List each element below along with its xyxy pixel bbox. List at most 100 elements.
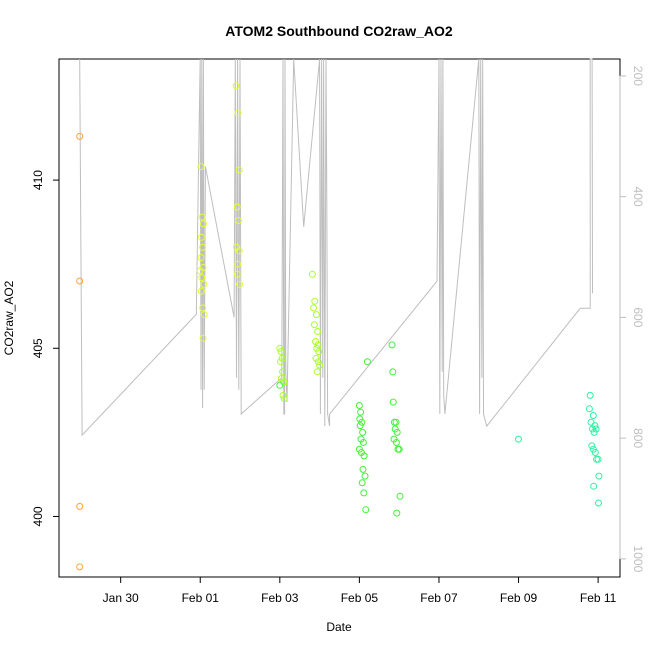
data-point <box>595 472 603 480</box>
data-point <box>359 439 367 446</box>
data-point <box>76 132 84 140</box>
y-tick-label: 405 <box>31 338 45 358</box>
data-point <box>200 280 208 288</box>
data-point <box>314 358 322 366</box>
data-point <box>591 449 599 456</box>
data-point <box>388 341 396 349</box>
data-point <box>199 220 207 228</box>
data-point <box>355 402 363 409</box>
chart-title: ATOM2 Southbound CO2raw_AO2 <box>225 23 453 39</box>
data-point <box>589 425 596 433</box>
data-point <box>199 334 207 342</box>
data-point <box>393 509 401 517</box>
y2-tick-label: 600 <box>631 307 645 327</box>
data-point <box>199 304 207 312</box>
data-point <box>312 311 320 319</box>
data-point <box>279 391 287 399</box>
data-point <box>359 465 367 473</box>
data-point <box>356 422 364 430</box>
points-layer <box>76 82 603 571</box>
data-point <box>595 499 602 507</box>
data-point <box>315 348 323 356</box>
series-4 <box>515 391 603 507</box>
y2-tick-label: 800 <box>631 428 645 448</box>
data-point <box>76 277 84 285</box>
data-point <box>280 395 288 403</box>
data-point <box>361 472 369 480</box>
data-point <box>590 428 598 436</box>
data-point <box>196 267 204 275</box>
y-tick-label: 400 <box>31 506 45 526</box>
data-point <box>360 489 368 497</box>
plot-frame <box>58 58 621 578</box>
data-point <box>358 479 366 487</box>
data-point <box>197 163 205 171</box>
series-2 <box>276 270 324 403</box>
data-point <box>197 287 205 295</box>
data-point <box>76 563 84 571</box>
data-point <box>314 328 322 335</box>
plot-area <box>58 58 621 578</box>
series-1 <box>196 82 244 342</box>
data-point <box>277 358 285 366</box>
data-point <box>235 166 243 174</box>
data-point <box>276 381 284 389</box>
data-point <box>235 247 243 255</box>
y-axis: 400 405 410 <box>31 170 60 526</box>
trace-line <box>79 58 593 437</box>
data-point <box>199 243 207 251</box>
data-point <box>585 405 593 413</box>
data-point <box>313 368 321 376</box>
x-tick-label: Feb 03 <box>261 591 299 605</box>
data-point <box>281 378 289 386</box>
data-point <box>359 428 367 436</box>
data-point <box>392 439 400 446</box>
data-point <box>314 341 322 349</box>
data-point <box>279 368 287 376</box>
y2-tick-label: 1000 <box>631 546 645 573</box>
trace-layer <box>79 58 593 437</box>
data-point <box>233 203 241 211</box>
data-point <box>277 348 285 356</box>
x-tick-label: Feb 07 <box>420 591 458 605</box>
x-axis-label: Date <box>326 620 352 634</box>
x-tick-label: Feb 05 <box>341 591 379 605</box>
data-point <box>233 270 241 278</box>
data-point <box>234 109 242 117</box>
y2-axis: 200 400 600 800 1000 <box>619 66 645 573</box>
data-point <box>515 435 522 443</box>
data-point <box>310 304 318 312</box>
data-point <box>357 408 365 416</box>
data-point <box>394 445 402 453</box>
data-point <box>356 415 364 423</box>
data-point <box>592 425 600 433</box>
data-point <box>590 482 598 490</box>
data-point <box>276 344 284 352</box>
data-point <box>236 280 244 288</box>
data-point <box>308 270 316 278</box>
data-point <box>589 412 597 419</box>
y2-tick-label: 200 <box>631 66 645 86</box>
series-0 <box>76 132 84 571</box>
data-point <box>200 311 208 319</box>
data-point <box>362 506 370 514</box>
y2-tick-label: 400 <box>631 187 645 207</box>
data-point <box>363 358 371 366</box>
data-point <box>278 354 286 362</box>
data-point <box>389 368 397 376</box>
data-point <box>588 442 596 450</box>
data-point <box>392 418 400 426</box>
data-point <box>587 418 595 426</box>
data-point <box>198 213 206 221</box>
data-point <box>389 398 397 406</box>
data-point <box>76 502 84 510</box>
x-tick-label: Feb 09 <box>500 591 538 605</box>
data-point <box>594 455 602 463</box>
data-point <box>360 452 368 460</box>
series-3 <box>276 341 404 517</box>
data-point <box>316 361 324 369</box>
data-point <box>197 233 205 241</box>
data-point <box>391 425 399 433</box>
data-point <box>198 274 206 282</box>
